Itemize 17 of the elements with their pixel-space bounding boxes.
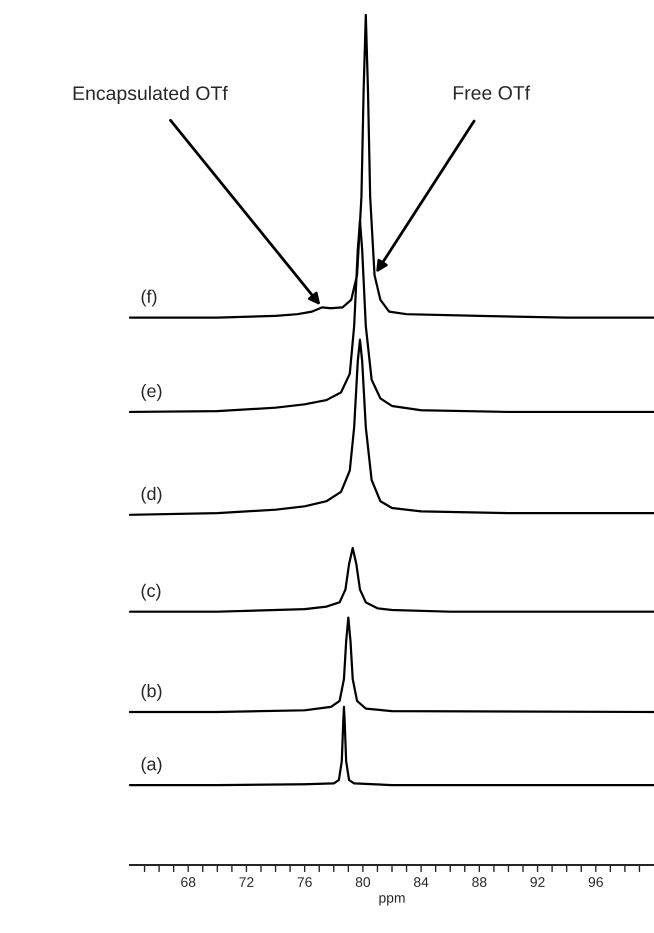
series-label: (a) bbox=[142, 757, 162, 774]
x-tick-label: 80 bbox=[356, 877, 370, 888]
x-tick-label: 68 bbox=[181, 877, 196, 888]
x-tick-label: 92 bbox=[530, 877, 545, 888]
annotation: Free OTf bbox=[454, 86, 530, 100]
series-label: (d) bbox=[142, 486, 162, 504]
x-tick-label: 88 bbox=[472, 877, 486, 888]
series-label: (e) bbox=[142, 384, 162, 401]
annotation: Encapsulated OTf bbox=[74, 86, 228, 104]
series-label: (b) bbox=[142, 684, 162, 701]
series-label: (f) bbox=[142, 290, 156, 306]
x-tick-label: 72 bbox=[239, 877, 254, 887]
x-tick-label: 96 bbox=[588, 877, 603, 888]
x-tick-label: 76 bbox=[298, 877, 312, 888]
x-tick-label: 84 bbox=[414, 877, 428, 888]
series-label: (c) bbox=[142, 584, 160, 601]
x-axis-title: ppm bbox=[379, 895, 405, 906]
